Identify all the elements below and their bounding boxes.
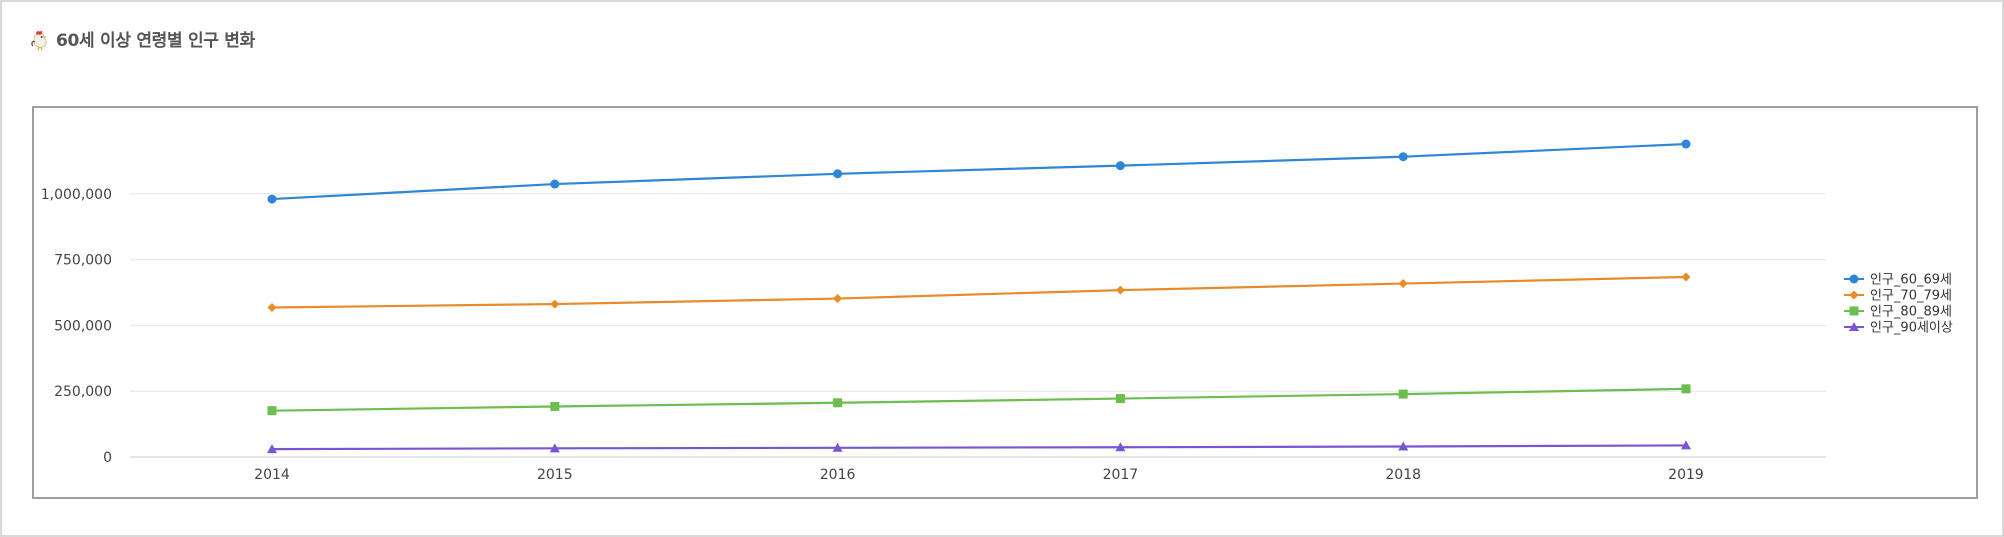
data-point	[267, 444, 277, 454]
legend-label: 인구_90세이상	[1870, 321, 1953, 336]
data-point	[1398, 441, 1409, 451]
x-tick-label: 2019	[1668, 467, 1704, 483]
legend-marker	[1849, 322, 1859, 331]
y-tick-label: 500,000	[54, 318, 112, 334]
data-point	[549, 443, 560, 453]
series-line	[271, 142, 1687, 201]
y-tick-label: 750,000	[54, 253, 112, 269]
data-point	[1681, 139, 1691, 149]
x-tick-label: 2018	[1385, 467, 1421, 483]
rooster-icon	[31, 30, 47, 50]
legend-marker	[1849, 274, 1859, 284]
data-point	[1681, 384, 1691, 394]
x-tick-label: 2017	[1103, 467, 1139, 483]
y-tick-label: 0	[103, 450, 112, 466]
data-point	[1681, 440, 1691, 450]
legend-marker	[1849, 306, 1859, 316]
data-point	[1398, 389, 1408, 399]
x-tick-label: 2015	[537, 467, 573, 483]
series-line	[271, 275, 1687, 309]
data-point	[550, 179, 560, 189]
page-title: 60세 이상 연령별 인구 변화	[56, 31, 255, 51]
chart-header: 60세 이상 연령별 인구 변화	[30, 26, 255, 51]
data-point	[833, 294, 843, 304]
y-tick-label: 1,000,000	[41, 187, 112, 203]
data-point	[833, 398, 843, 408]
data-point	[1115, 161, 1125, 171]
legend-label: 인구_70_79세	[1870, 289, 1952, 304]
series-line	[271, 444, 1687, 451]
data-point	[1115, 394, 1125, 404]
data-point	[550, 299, 560, 309]
data-point	[267, 406, 277, 416]
data-point	[267, 303, 277, 313]
line-chart: 0 250,000 500,000 750,000 1,000,000 2014 2015 2…	[41, 139, 1953, 483]
legend-marker	[1849, 290, 1859, 300]
data-point	[267, 194, 277, 204]
legend-label: 인구_80_89세	[1870, 305, 1952, 320]
data-point	[833, 169, 843, 179]
x-tick-label: 2016	[820, 467, 856, 483]
x-tick-label: 2014	[254, 467, 290, 483]
series-line	[271, 387, 1687, 412]
data-point	[1398, 152, 1408, 162]
data-point	[1681, 272, 1691, 282]
legend-label: 인구_60_69세	[1870, 273, 1952, 288]
data-point	[550, 401, 560, 411]
chart-frame: 0 250,000 500,000 750,000 1,000,000 2014 2015 2…	[32, 106, 1978, 499]
y-tick-label: 250,000	[54, 384, 112, 400]
data-point	[832, 442, 843, 452]
data-point	[1115, 285, 1125, 295]
data-point	[1398, 279, 1408, 289]
data-point	[1115, 442, 1126, 452]
